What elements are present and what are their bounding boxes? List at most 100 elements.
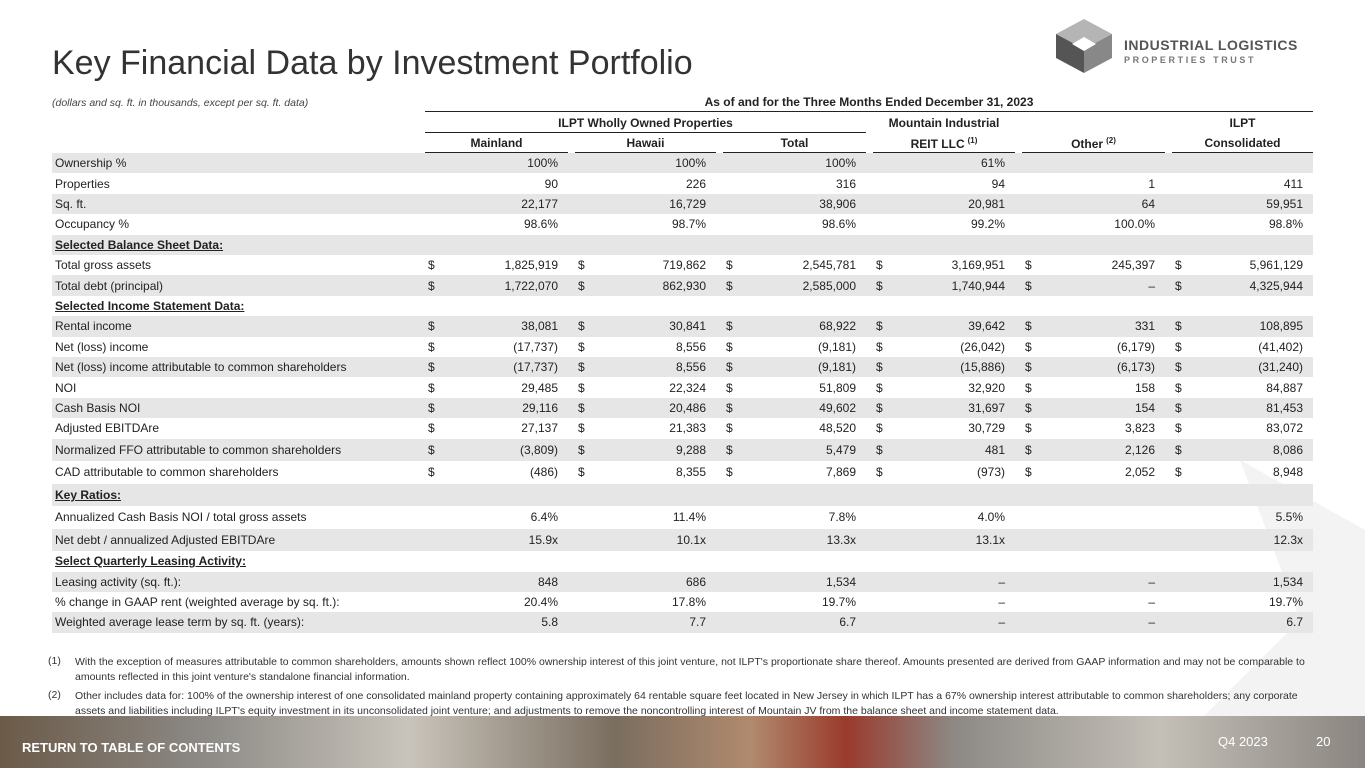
cell-value: 19.7% [821, 595, 856, 610]
currency-sign: $ [428, 442, 435, 457]
cell-value: 1 [1148, 176, 1155, 191]
currency-sign: $ [428, 400, 435, 415]
currency-sign: $ [726, 319, 733, 334]
cell-value: 6.7 [1286, 615, 1303, 630]
cell-value: 15.9x [528, 532, 558, 547]
cell-value: (17,737) [513, 339, 558, 354]
table-row: Properties 90 226 316 94 1 411 [52, 173, 1313, 193]
cell-value: 98.6% [523, 217, 558, 232]
cell-value: (31,240) [1258, 360, 1303, 375]
cell-value: 1,740,944 [951, 278, 1005, 293]
section-label: Selected Balance Sheet Data: [55, 237, 224, 252]
cell-value: 9,288 [675, 442, 706, 457]
column-note: (1) [967, 136, 978, 145]
cell-value: – [998, 574, 1005, 589]
cell-value: – [1148, 574, 1155, 589]
table-row: Normalized FFO attributable to common sh… [52, 438, 1313, 462]
cell-value: 8,948 [1272, 465, 1303, 480]
currency-sign: $ [578, 258, 585, 273]
group-header: ILPT Wholly Owned Properties [558, 116, 733, 130]
title: Key Financial Data by Investment Portfol… [52, 44, 693, 82]
column-note: (2) [1106, 136, 1116, 145]
currency-sign: $ [1175, 400, 1182, 415]
row-label: Occupancy % [55, 217, 130, 232]
logo-icon [1056, 19, 1112, 73]
currency-sign: $ [1175, 442, 1182, 457]
column-header: Hawaii [575, 136, 716, 150]
table-row: Select Quarterly Leasing Activity: [52, 551, 1313, 571]
currency-sign: $ [726, 360, 733, 375]
currency-sign: $ [726, 380, 733, 395]
cell-value: (9,181) [817, 360, 856, 375]
table-row: Net debt / annualized Adjusted EBITDAre 1… [52, 528, 1313, 552]
footnote: (1) With the exception of measures attrib… [48, 655, 1318, 685]
table-row: Total gross assets $1,825,919 $719,862 $2,5… [52, 255, 1313, 275]
row-label: Total gross assets [55, 258, 152, 273]
currency-sign: $ [876, 258, 883, 273]
cell-value: 4,325,944 [1249, 278, 1303, 293]
currency-sign: $ [1025, 380, 1032, 395]
cell-value: 848 [537, 574, 558, 589]
cell-value: 8,355 [675, 465, 706, 480]
row-label: Annualized Cash Basis NOI / total gross … [55, 510, 307, 525]
table-row: Occupancy % 98.6% 98.7% 98.6% 99.2% 100.0% 98.… [52, 214, 1313, 234]
cell-value: 1,534 [825, 574, 856, 589]
cell-value: 32,920 [968, 380, 1005, 395]
column-name: Total [780, 136, 809, 150]
cell-value: 100.0% [1114, 217, 1155, 232]
cell-value: 49,602 [819, 400, 856, 415]
row-label: Normalized FFO attributable to common sh… [55, 442, 342, 457]
table-row: Key Ratios: [52, 483, 1313, 507]
cell-value: 8,556 [675, 339, 706, 354]
page-number: 20 [1316, 734, 1331, 749]
currency-sign: $ [1175, 380, 1182, 395]
cell-value: 3,823 [1124, 421, 1155, 436]
cell-value: – [1148, 278, 1155, 293]
toc-link[interactable]: RETURN TO TABLE OF CONTENTS [22, 740, 241, 755]
column-rule [1022, 152, 1165, 153]
currency-sign: $ [1025, 258, 1032, 273]
currency-sign: $ [578, 400, 585, 415]
cell-value: 11.4% [672, 510, 706, 525]
logo-text: PROPERTIES TRUST [1124, 55, 1257, 65]
cell-value: 17.8% [671, 595, 706, 610]
header-rule [425, 111, 1313, 112]
currency-sign: $ [428, 421, 435, 436]
cell-value: 29,116 [522, 400, 558, 415]
cell-value: 38,081 [521, 319, 558, 334]
currency-sign: $ [578, 319, 585, 334]
cell-value: 81,453 [1266, 400, 1303, 415]
currency-sign: $ [876, 339, 883, 354]
currency-sign: $ [876, 400, 883, 415]
currency-sign: $ [726, 400, 733, 415]
cell-value: 7.8% [828, 510, 856, 525]
group-header: ILPT [1229, 116, 1256, 130]
row-label: Properties [55, 176, 110, 191]
column-header: Total [723, 136, 866, 150]
cell-value: 100% [527, 156, 558, 171]
currency-sign: $ [1025, 442, 1032, 457]
row-label: Total debt (principal) [55, 278, 164, 293]
cell-value: 158 [1134, 380, 1155, 395]
cell-value: 8,556 [675, 360, 706, 375]
cell-value: 6.7 [839, 615, 856, 630]
cell-value: 2,545,781 [802, 258, 856, 273]
cell-value: – [998, 595, 1005, 610]
table-row: Annualized Cash Basis NOI / total gross … [52, 506, 1313, 529]
currency-sign: $ [726, 339, 733, 354]
cell-value: 13.3x [826, 532, 856, 547]
currency-sign: $ [1175, 319, 1182, 334]
cell-value: 2,585,000 [802, 278, 856, 293]
table-row: Cash Basis NOI $29,116 $20,486 $49,602 $31,6… [52, 397, 1313, 419]
cell-value: 21,383 [669, 421, 706, 436]
cell-value: (9,181) [817, 339, 856, 354]
column-rule [1172, 152, 1313, 153]
column-name: Other [1071, 137, 1104, 151]
cell-value: 7.7 [689, 615, 706, 630]
currency-sign: $ [578, 380, 585, 395]
footer-photo [0, 716, 1365, 768]
cell-value: 411 [1283, 176, 1303, 191]
currency-sign: $ [1025, 360, 1032, 375]
currency-sign: $ [428, 360, 435, 375]
cell-value: 10.1x [676, 532, 706, 547]
